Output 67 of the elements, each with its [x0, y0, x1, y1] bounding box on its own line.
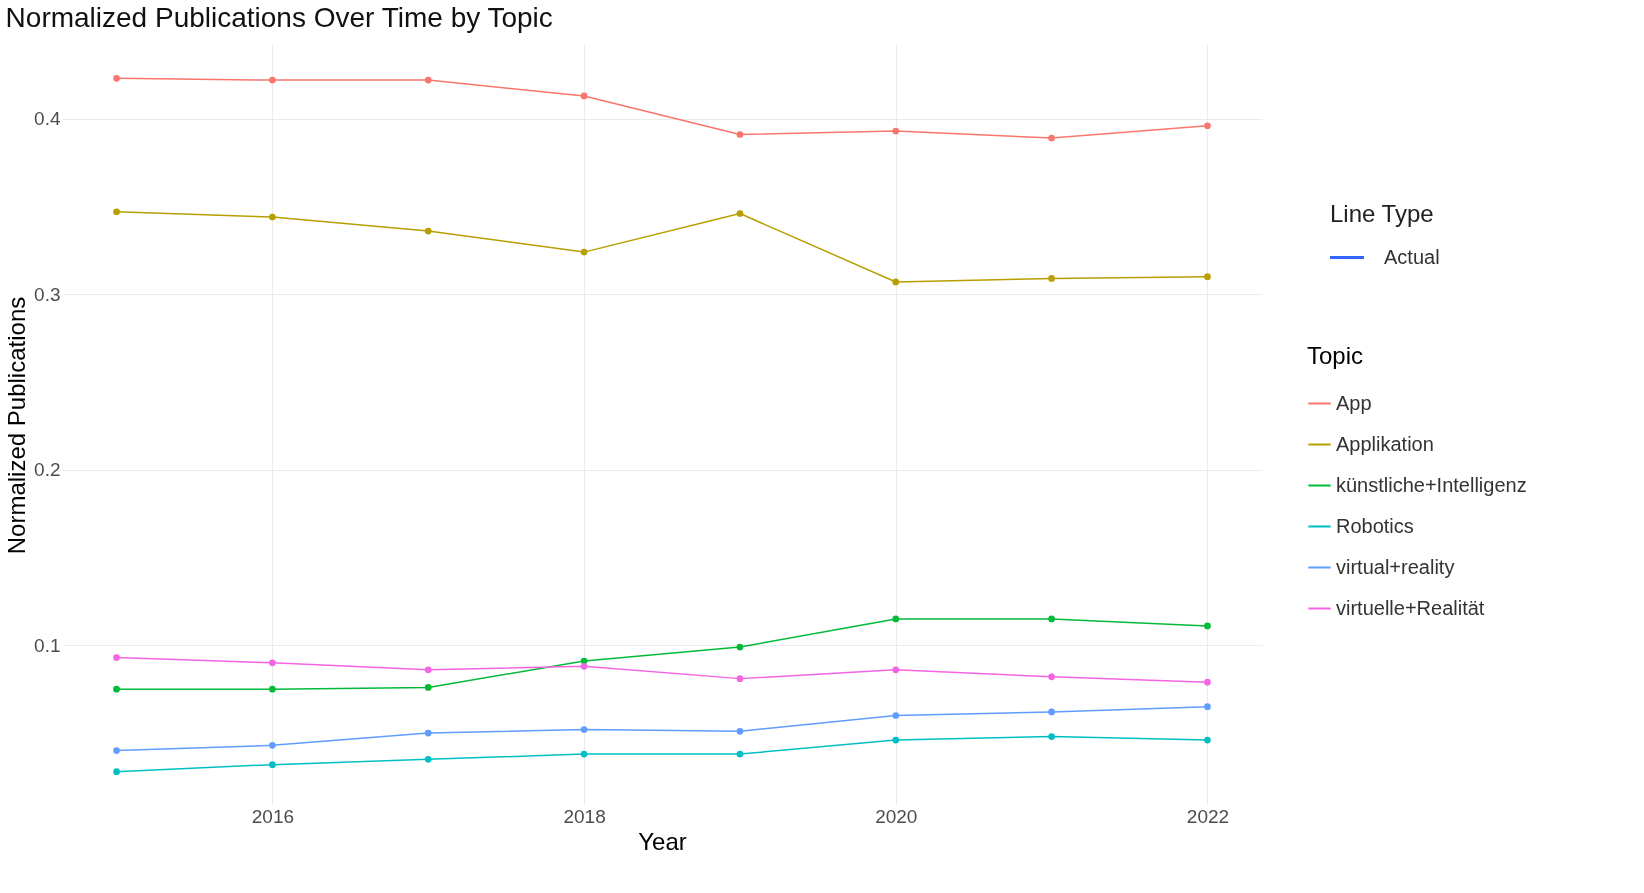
x-tick-label: 2020 — [875, 805, 918, 827]
point — [736, 750, 744, 758]
legend-label: virtual+reality — [1336, 555, 1455, 578]
point — [1048, 615, 1055, 623]
point — [113, 208, 120, 216]
chart-title: Normalized Publications Over Time by Topic — [5, 2, 553, 33]
x-tick-label: 2018 — [563, 805, 606, 827]
point — [1204, 703, 1211, 711]
point — [1048, 134, 1055, 142]
point — [1048, 673, 1055, 681]
point — [580, 726, 588, 733]
y-tick-label: 0.4 — [34, 108, 61, 130]
point — [1204, 736, 1211, 744]
point — [736, 131, 744, 138]
point — [424, 76, 432, 84]
x-tick-label: 2022 — [1186, 805, 1230, 827]
legend-label: Robotics — [1336, 514, 1414, 537]
point — [736, 210, 744, 217]
point — [736, 727, 744, 735]
point — [1048, 708, 1055, 716]
point — [892, 712, 900, 719]
point — [580, 750, 588, 758]
point — [269, 213, 276, 221]
point — [580, 248, 588, 256]
point — [1204, 122, 1211, 130]
legend-label: App — [1336, 391, 1372, 414]
point — [113, 75, 120, 82]
point — [269, 76, 276, 84]
point — [113, 768, 120, 775]
point — [580, 662, 588, 670]
point — [1048, 275, 1055, 282]
point — [892, 615, 900, 623]
x-tick-label: 2016 — [251, 805, 295, 827]
point — [736, 643, 744, 651]
point — [424, 756, 432, 763]
point — [892, 736, 900, 744]
y-tick-label: 0.3 — [34, 283, 61, 305]
point — [892, 666, 900, 674]
point — [269, 659, 276, 667]
text: Actual — [1384, 246, 1440, 269]
legend-title: Topic — [1307, 342, 1364, 369]
point — [1048, 733, 1055, 740]
point — [1204, 678, 1211, 686]
legend-label: virtuelle+Realität — [1336, 596, 1485, 619]
point — [736, 675, 744, 682]
point — [269, 741, 276, 749]
legend-label: künstliche+Intelligenz — [1336, 473, 1527, 496]
y-axis-title: Normalized Publications — [3, 296, 31, 555]
point — [424, 684, 432, 691]
point — [892, 127, 900, 135]
point — [269, 761, 276, 768]
point — [424, 729, 432, 737]
point — [580, 92, 588, 100]
point — [424, 666, 432, 674]
point — [269, 685, 276, 693]
x-axis-title: Year — [638, 827, 687, 855]
point — [113, 685, 120, 693]
point — [113, 654, 120, 661]
point — [424, 227, 432, 235]
point — [892, 278, 900, 286]
point — [1204, 622, 1211, 630]
point — [113, 747, 120, 754]
point — [1204, 273, 1211, 281]
text: Line Type — [1330, 200, 1435, 228]
y-tick-label: 0.1 — [34, 634, 61, 656]
y-tick-label: 0.2 — [34, 459, 61, 481]
legend-label: Applikation — [1336, 432, 1434, 455]
